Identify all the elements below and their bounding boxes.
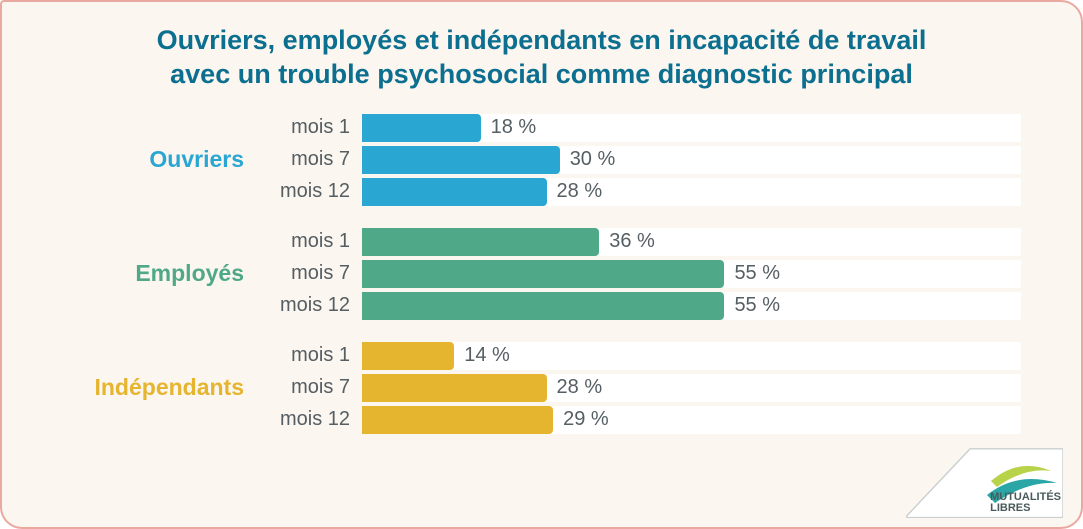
- group-rows: mois 1 18 % mois 7 30 % mois 12 28 %: [252, 110, 1021, 210]
- bar-row: mois 1 14 %: [252, 342, 1021, 370]
- bar-fill: [362, 342, 454, 370]
- bar-row: mois 7 55 %: [252, 260, 1021, 288]
- bar-track: 55 %: [362, 260, 1021, 288]
- bar-row: mois 1 36 %: [252, 228, 1021, 256]
- bar-row: mois 1 18 %: [252, 114, 1021, 142]
- bar-fill: [362, 374, 547, 402]
- bar-track: 28 %: [362, 178, 1021, 206]
- bar-track: 28 %: [362, 374, 1021, 402]
- bar-value-label: 55 %: [724, 292, 780, 320]
- row-label: mois 12: [252, 294, 362, 317]
- chart-title-line1: Ouvriers, employés et indépendants en in…: [157, 25, 927, 55]
- group: Employésmois 1 36 % mois 7 55 % mois 12 55 %: [62, 224, 1021, 324]
- bar-value-label: 18 %: [481, 114, 537, 142]
- bar-track: 55 %: [362, 292, 1021, 320]
- logo-text: MUTUALITÉS LIBRES: [990, 492, 1061, 515]
- chart-title-line2: avec un trouble psychosocial comme diagn…: [170, 59, 913, 89]
- row-label: mois 1: [252, 344, 362, 367]
- bar-value-label: 36 %: [599, 228, 655, 256]
- chart-frame: Ouvriers, employés et indépendants en in…: [0, 0, 1083, 529]
- row-label: mois 7: [252, 148, 362, 171]
- bar-fill: [362, 292, 724, 320]
- group-rows: mois 1 36 % mois 7 55 % mois 12 55 %: [252, 224, 1021, 324]
- chart-body: Ouvriersmois 118 %mois 730 %mois 1228 %E…: [62, 110, 1021, 438]
- group-label: Ouvriers: [62, 146, 252, 173]
- row-label: mois 12: [252, 408, 362, 431]
- bar-value-label: 55 %: [724, 260, 780, 288]
- chart-title: Ouvriers, employés et indépendants en in…: [62, 24, 1021, 92]
- group: Indépendantsmois 1 14 % mois 7 28 % mois 12 2…: [62, 338, 1021, 438]
- bar-fill: [362, 114, 481, 142]
- bar-fill: [362, 178, 547, 206]
- bar-row: mois 12 55 %: [252, 292, 1021, 320]
- bar-fill: [362, 260, 724, 288]
- bar-value-label: 28 %: [547, 178, 603, 206]
- bar-fill: [362, 146, 560, 174]
- bar-row: mois 7 28 %: [252, 374, 1021, 402]
- bar-row: mois 12 28 %: [252, 178, 1021, 206]
- bar-track: 14 %: [362, 342, 1021, 370]
- logo-text-line2: LIBRES: [990, 502, 1030, 514]
- bar-fill: [362, 406, 553, 434]
- row-label: mois 1: [252, 230, 362, 253]
- row-label: mois 1: [252, 116, 362, 139]
- bar-track: 30 %: [362, 146, 1021, 174]
- bar-value-label: 29 %: [553, 406, 609, 434]
- bar-fill: [362, 228, 599, 256]
- bar-track: 18 %: [362, 114, 1021, 142]
- bar-value-label: 28 %: [547, 374, 603, 402]
- bar-row: mois 7 30 %: [252, 146, 1021, 174]
- bar-track: 29 %: [362, 406, 1021, 434]
- bar-value-label: 30 %: [560, 146, 616, 174]
- group-label: Employés: [62, 260, 252, 287]
- group-label: Indépendants: [62, 374, 252, 401]
- group: Ouvriersmois 1 18 % mois 7 30 % mois 12 28 %: [62, 110, 1021, 210]
- group-rows: mois 1 14 % mois 7 28 % mois 12 29 %: [252, 338, 1021, 438]
- bar-track: 36 %: [362, 228, 1021, 256]
- logo-text-line1: MUTUALITÉS: [990, 491, 1061, 503]
- brand-logo: MUTUALITÉS LIBRES: [905, 447, 1075, 523]
- bar-row: mois 12 29 %: [252, 406, 1021, 434]
- bar-value-label: 14 %: [454, 342, 510, 370]
- row-label: mois 12: [252, 180, 362, 203]
- row-label: mois 7: [252, 376, 362, 399]
- row-label: mois 7: [252, 262, 362, 285]
